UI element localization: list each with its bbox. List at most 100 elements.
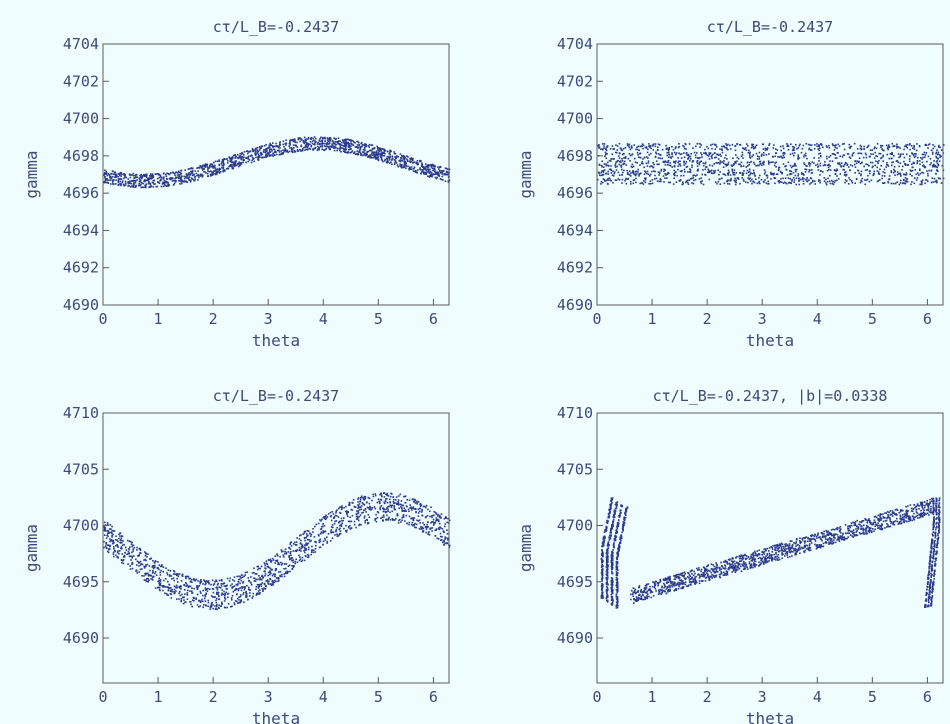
data-point [422, 169, 424, 171]
data-point [344, 150, 346, 152]
data-point [790, 173, 793, 175]
data-point [141, 175, 143, 177]
data-point [270, 148, 273, 151]
data-point [332, 526, 334, 529]
data-point [642, 158, 644, 160]
data-point [831, 160, 834, 162]
data-point [190, 179, 192, 181]
data-point [113, 549, 116, 552]
data-point [425, 173, 428, 176]
data-point [624, 157, 627, 159]
data-point [863, 165, 865, 168]
data-point [748, 178, 750, 181]
data-point [854, 166, 857, 168]
data-point [664, 160, 667, 162]
data-point [147, 573, 150, 576]
data-point [942, 144, 945, 146]
data-point [341, 522, 343, 525]
data-point [283, 150, 285, 153]
data-point [269, 151, 272, 153]
data-point [277, 577, 280, 579]
data-point [254, 147, 257, 150]
data-point [382, 160, 384, 163]
data-point [272, 152, 275, 155]
data-point [185, 585, 187, 587]
data-point [413, 517, 416, 519]
data-point [321, 145, 324, 148]
data-point [358, 144, 360, 146]
data-point [288, 564, 291, 567]
data-point [118, 537, 120, 540]
data-point [748, 164, 750, 166]
data-point [795, 183, 797, 186]
data-point [392, 496, 394, 498]
data-point [736, 566, 738, 569]
data-point [184, 169, 186, 171]
data-point [424, 167, 426, 169]
data-point [629, 148, 632, 151]
data-point [412, 518, 414, 521]
data-point [303, 141, 305, 143]
data-point [209, 165, 211, 168]
data-point [275, 560, 277, 562]
data-point [920, 512, 922, 515]
data-point [320, 139, 323, 142]
data-point [170, 589, 172, 592]
data-point [307, 144, 310, 146]
data-point [220, 601, 223, 604]
data-point [317, 522, 320, 525]
data-point [421, 508, 423, 511]
data-point [223, 585, 226, 587]
data-point [819, 155, 822, 158]
data-point [196, 167, 198, 169]
data-point [124, 184, 127, 186]
data-point [751, 144, 753, 147]
data-point [860, 148, 863, 150]
data-point [300, 138, 303, 140]
data-point [222, 166, 225, 168]
data-point [404, 495, 407, 497]
data-point [139, 560, 142, 563]
data-point [332, 147, 335, 149]
data-point [104, 179, 107, 182]
data-point [213, 173, 215, 175]
data-point [427, 164, 429, 166]
data-point [620, 165, 622, 167]
data-point [204, 594, 206, 596]
data-point [391, 155, 394, 157]
data-point [373, 155, 376, 157]
data-point [169, 590, 172, 592]
data-point [379, 148, 381, 151]
data-point [819, 179, 821, 182]
data-point [188, 171, 190, 174]
data-point [816, 537, 818, 539]
data-point [420, 527, 423, 530]
data-point [167, 181, 169, 184]
data-point [752, 147, 755, 150]
data-point [264, 570, 266, 573]
data-point [638, 175, 640, 177]
data-point [276, 560, 279, 563]
data-point [290, 557, 292, 559]
data-point [109, 531, 111, 534]
data-point [937, 146, 940, 148]
data-point [226, 593, 229, 595]
data-point [313, 536, 316, 538]
data-point [306, 530, 309, 532]
data-point [151, 579, 154, 581]
data-point [345, 145, 347, 148]
data-point [704, 148, 706, 151]
data-point [104, 181, 107, 184]
data-point [896, 143, 898, 146]
data-point [649, 165, 651, 168]
data-point [403, 155, 406, 158]
data-point [692, 160, 695, 162]
data-point [187, 176, 189, 179]
data-point [649, 183, 652, 185]
data-point [734, 149, 737, 152]
data-point [630, 147, 633, 149]
data-point [341, 139, 344, 141]
data-point [309, 148, 312, 150]
data-point [110, 177, 113, 180]
data-point [724, 163, 727, 166]
